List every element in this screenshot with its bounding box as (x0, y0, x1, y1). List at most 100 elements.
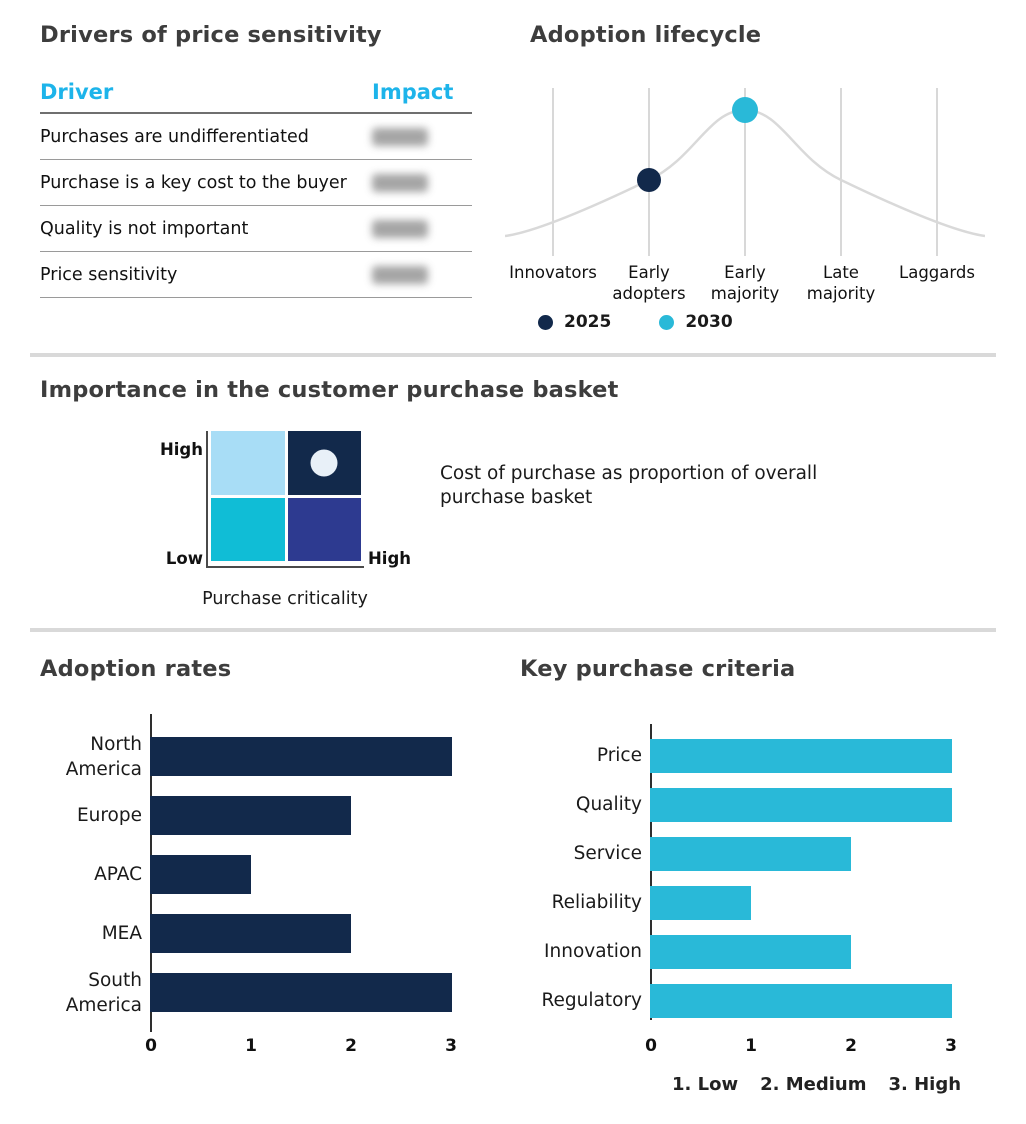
adoption-rates-chart: North America Europe APAC MEA South Amer… (40, 727, 452, 1022)
scale-note-high: 3. High (888, 1074, 962, 1095)
y-axis-high-label: High (159, 440, 203, 459)
scale-note-low: 1. Low (672, 1074, 739, 1095)
impact-blurred-value (372, 173, 428, 192)
bar-label: South America (65, 969, 142, 1016)
x-tick: 3 (445, 1036, 457, 1056)
driver-cell: Price sensitivity (40, 264, 178, 285)
x-axis-title: Purchase criticality (202, 589, 368, 609)
bar-row: Price (520, 731, 952, 780)
section-divider (30, 353, 996, 357)
bar-row: Quality (520, 780, 952, 829)
legend-dot-2025 (538, 314, 553, 330)
section-divider (30, 628, 996, 632)
bar-row: Regulatory (520, 976, 952, 1025)
lifecycle-chart (505, 88, 985, 256)
x-tick: 2 (345, 1036, 357, 1056)
bar-label: MEA (101, 923, 142, 944)
bar-row: APAC (40, 845, 452, 904)
bar (650, 885, 751, 920)
scale-note: 1. Low 2. Medium 3. High (672, 1074, 961, 1095)
x-tick-label: Early majority (710, 263, 780, 303)
bar-label: Regulatory (541, 990, 642, 1011)
drivers-table-header: Driver Impact (40, 72, 472, 114)
bar (150, 973, 452, 1012)
lifecycle-legend: 2025 2030 (538, 312, 733, 332)
bar-row: North America (40, 727, 452, 786)
bar (650, 787, 952, 822)
quadrant-bottom-right (287, 497, 361, 561)
bar-track (650, 836, 952, 871)
legend-label: 2030 (685, 312, 733, 332)
legend-dot-2030 (659, 314, 675, 330)
bar-track (150, 737, 452, 776)
x-axis-high-label: High (368, 549, 412, 568)
impact-cell (372, 127, 472, 146)
drivers-title: Drivers of price sensitivity (40, 22, 382, 48)
drivers-table: Driver Impact Purchases are undifferenti… (40, 72, 472, 298)
x-tick: 0 (145, 1036, 157, 1056)
bar (150, 796, 352, 835)
basket-marker (310, 449, 338, 477)
bar-label: Price (596, 745, 642, 766)
column-header-driver: Driver (40, 80, 114, 104)
x-tick-label: Late majority (806, 263, 876, 303)
bar-track (150, 855, 452, 894)
matrix-grid (211, 431, 361, 561)
bar-row: Reliability (520, 878, 952, 927)
bar-track (650, 983, 952, 1018)
impact-blurred-value (372, 219, 428, 238)
x-tick: 0 (645, 1036, 657, 1056)
bar-label: Innovation (544, 941, 642, 962)
basket-title: Importance in the customer purchase bask… (40, 377, 619, 403)
quadrant-top-right (287, 431, 361, 495)
table-row: Purchase is a key cost to the buyer (40, 160, 472, 206)
bar (150, 737, 452, 776)
lifecycle-x-axis-labels: Innovators Early adopters Early majority… (505, 262, 985, 304)
y-axis-low-label: Low (165, 549, 203, 568)
lifecycle-title: Adoption lifecycle (530, 22, 762, 48)
bar-label: Service (573, 843, 642, 864)
bar (150, 914, 352, 953)
basket-annotation: Cost of purchase as proportion of overal… (440, 463, 818, 508)
legend-item-2025: 2025 (538, 312, 611, 332)
table-row: Price sensitivity (40, 252, 472, 298)
x-tick-label: Early adopters (612, 263, 686, 303)
quadrant-bottom-left (211, 497, 285, 561)
bar-track (150, 973, 452, 1012)
quadrant-top-left (211, 431, 285, 495)
bar (650, 738, 952, 773)
bar (650, 934, 852, 969)
bar-track (650, 885, 952, 920)
bar-row: MEA (40, 904, 452, 963)
bar-label: APAC (94, 864, 142, 885)
driver-cell: Purchases are undifferentiated (40, 126, 309, 147)
purchase-criteria-chart: Price Quality Service Reliability Innova… (520, 731, 952, 1025)
impact-cell (372, 265, 472, 284)
impact-cell (372, 173, 472, 192)
basket-matrix (206, 431, 364, 568)
x-tick-label: Innovators (509, 263, 597, 282)
bar-row: Innovation (520, 927, 952, 976)
bar-track (650, 738, 952, 773)
bar-row: South America (40, 963, 452, 1022)
impact-cell (372, 219, 472, 238)
bar-row: Europe (40, 786, 452, 845)
y-axis-line (650, 724, 652, 1020)
x-tick: 2 (845, 1036, 857, 1056)
x-tick-label: Laggards (899, 263, 975, 282)
purchase-criteria-title: Key purchase criteria (520, 656, 796, 682)
lifecycle-point-2030 (732, 97, 758, 123)
bar-label: Europe (76, 805, 142, 826)
impact-blurred-value (372, 265, 428, 284)
bar-track (650, 934, 952, 969)
legend-label: 2025 (564, 312, 612, 332)
column-header-impact: Impact (372, 80, 454, 104)
adoption-rates-title: Adoption rates (40, 656, 232, 682)
driver-cell: Quality is not important (40, 218, 249, 239)
bar-track (150, 796, 452, 835)
impact-blurred-value (372, 127, 428, 146)
scale-note-medium: 2. Medium (760, 1074, 867, 1095)
bar-label: Reliability (551, 892, 642, 913)
bar (650, 983, 952, 1018)
bar-track (650, 787, 952, 822)
